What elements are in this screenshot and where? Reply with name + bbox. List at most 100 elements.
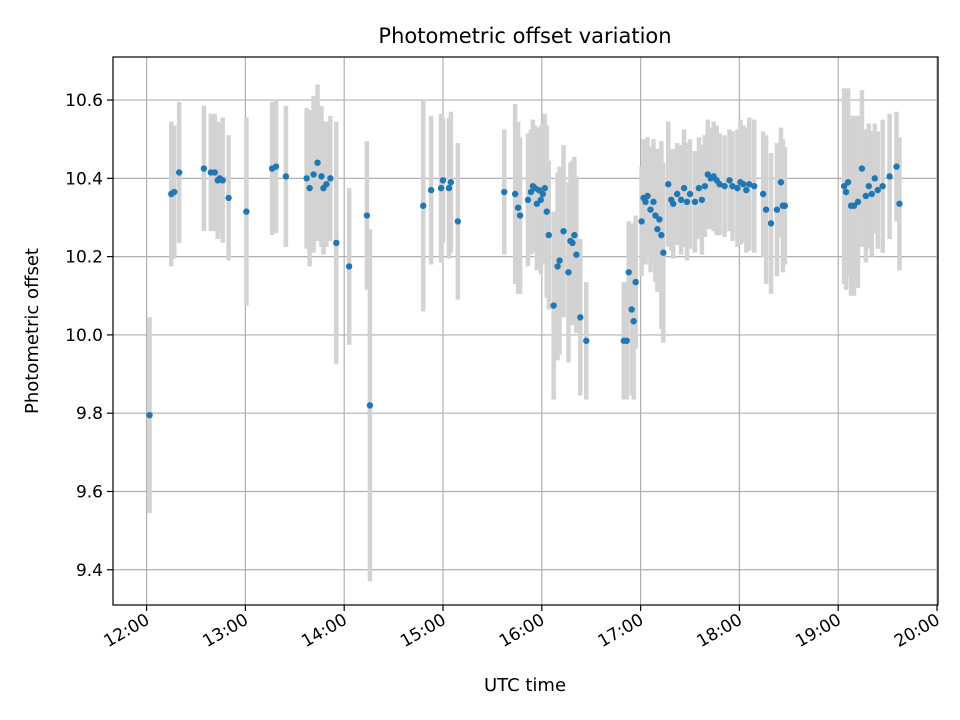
y-axis-label: Photometric offset xyxy=(22,248,43,414)
data-point xyxy=(323,181,330,188)
data-point xyxy=(644,192,651,200)
data-point xyxy=(514,204,522,211)
data-point xyxy=(333,239,340,247)
data-point xyxy=(632,278,639,286)
data-point xyxy=(691,198,699,206)
data-point xyxy=(445,184,453,192)
data-point xyxy=(306,184,313,192)
data-point xyxy=(573,251,580,258)
data-point xyxy=(683,198,691,206)
data-point xyxy=(721,182,728,190)
data-point xyxy=(759,190,767,198)
data-point xyxy=(501,188,508,196)
data-point xyxy=(650,198,657,206)
data-point xyxy=(545,231,552,239)
data-point xyxy=(447,179,455,186)
data-point xyxy=(630,318,637,325)
x-axis-label: UTC time xyxy=(484,675,566,696)
data-point xyxy=(565,269,572,276)
data-point xyxy=(886,173,893,180)
data-point xyxy=(656,216,663,223)
data-point xyxy=(840,182,848,190)
y-tick-label: 9.4 xyxy=(76,561,103,581)
data-point xyxy=(560,227,567,235)
data-point xyxy=(243,208,250,215)
plot-frame xyxy=(112,56,939,606)
data-point xyxy=(318,173,325,180)
data-point xyxy=(868,190,876,198)
data-point xyxy=(524,196,532,204)
data-point xyxy=(751,182,758,190)
data-point xyxy=(746,181,753,188)
y-tick-label: 10.4 xyxy=(65,169,103,189)
data-point xyxy=(701,182,709,190)
data-point xyxy=(858,165,866,172)
data-point xyxy=(550,302,557,309)
data-point xyxy=(767,220,775,227)
data-point xyxy=(647,206,654,213)
data-point xyxy=(569,239,576,247)
data-point xyxy=(175,169,183,176)
data-point xyxy=(658,231,665,239)
data-point xyxy=(219,177,226,184)
data-point xyxy=(665,181,672,188)
data-point xyxy=(363,212,371,219)
y-tick-label: 10.0 xyxy=(65,326,103,346)
data-point xyxy=(862,192,870,200)
data-point xyxy=(327,175,334,182)
data-point xyxy=(638,218,645,225)
data-point xyxy=(535,186,543,194)
data-point xyxy=(623,337,630,344)
data-point xyxy=(893,163,900,170)
data-point xyxy=(571,231,578,239)
y-axis-ticks: 9.4 9.6 9.8 10.0 10.2 10.4 10.6 xyxy=(65,91,113,581)
data-point xyxy=(773,206,781,213)
data-point xyxy=(537,196,545,204)
data-point xyxy=(716,181,723,188)
data-point xyxy=(729,182,736,190)
y-tick-label: 10.2 xyxy=(65,248,103,268)
data-point xyxy=(439,177,447,184)
data-point xyxy=(762,206,770,213)
data-point xyxy=(871,175,878,182)
data-point xyxy=(146,411,153,419)
data-points xyxy=(146,159,903,419)
data-point xyxy=(777,179,785,186)
data-point xyxy=(310,171,317,178)
data-point xyxy=(511,190,519,198)
data-point xyxy=(282,173,290,180)
data-point xyxy=(670,200,677,207)
data-point xyxy=(781,202,789,209)
data-point xyxy=(865,182,873,190)
data-point xyxy=(539,190,546,198)
data-point xyxy=(686,190,694,198)
data-point xyxy=(625,269,632,276)
data-point xyxy=(854,198,862,206)
data-point xyxy=(896,200,903,207)
data-point xyxy=(427,186,435,194)
data-point xyxy=(652,212,659,219)
data-point xyxy=(516,212,524,219)
chart-title: Photometric offset variation xyxy=(378,24,671,48)
data-point xyxy=(577,314,584,321)
data-point xyxy=(366,402,374,409)
data-point xyxy=(345,263,353,270)
y-tick-label: 10.6 xyxy=(65,91,103,111)
data-point xyxy=(420,202,427,209)
data-point xyxy=(734,184,741,192)
data-point xyxy=(543,208,550,215)
data-point xyxy=(642,198,649,206)
data-point xyxy=(695,184,703,192)
data-point xyxy=(272,163,280,170)
data-point xyxy=(673,190,681,198)
data-point xyxy=(740,181,747,188)
data-point xyxy=(533,200,541,207)
data-point xyxy=(874,186,881,194)
data-point xyxy=(879,182,886,190)
y-tick-label: 9.8 xyxy=(76,404,103,424)
data-point xyxy=(454,218,462,225)
data-point xyxy=(554,263,561,270)
data-point xyxy=(844,179,852,186)
data-point xyxy=(743,186,750,194)
